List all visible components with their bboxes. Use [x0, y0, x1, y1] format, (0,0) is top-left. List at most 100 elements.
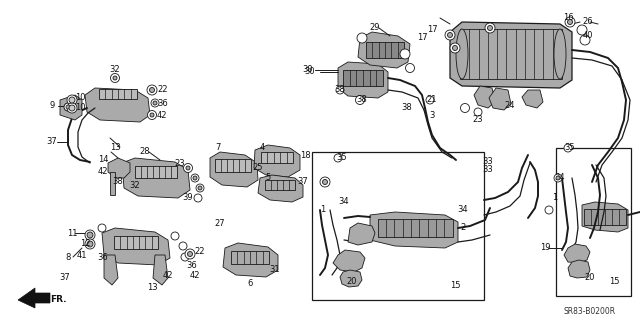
Text: 1: 1	[321, 205, 326, 214]
Text: 8: 8	[65, 254, 70, 263]
Circle shape	[334, 154, 342, 162]
Text: 37: 37	[298, 177, 308, 187]
Circle shape	[568, 19, 573, 25]
Text: 22: 22	[157, 85, 168, 93]
Polygon shape	[85, 88, 150, 122]
Circle shape	[336, 86, 344, 94]
Circle shape	[171, 232, 179, 240]
Text: 17: 17	[427, 26, 437, 34]
Circle shape	[554, 174, 562, 182]
Circle shape	[474, 108, 482, 116]
Polygon shape	[18, 288, 50, 308]
Polygon shape	[135, 166, 177, 178]
Text: 7: 7	[215, 144, 221, 152]
Text: 27: 27	[214, 219, 225, 227]
Text: 41: 41	[77, 250, 87, 259]
Polygon shape	[460, 29, 562, 79]
Text: 38: 38	[402, 103, 412, 113]
Polygon shape	[261, 152, 293, 162]
Text: 2: 2	[460, 224, 466, 233]
Text: 36: 36	[157, 99, 168, 108]
Text: 33: 33	[483, 158, 493, 167]
Text: 24: 24	[505, 100, 515, 109]
Circle shape	[87, 241, 93, 247]
Circle shape	[194, 194, 202, 202]
Circle shape	[426, 96, 434, 104]
Circle shape	[191, 174, 199, 182]
Polygon shape	[366, 42, 404, 58]
Text: 10: 10	[75, 93, 85, 102]
Text: 26: 26	[582, 18, 593, 26]
Circle shape	[580, 35, 590, 45]
Circle shape	[188, 251, 193, 256]
Text: 6: 6	[247, 278, 253, 287]
Polygon shape	[210, 152, 258, 187]
Text: 30: 30	[303, 65, 314, 75]
Text: 37: 37	[47, 137, 58, 146]
Text: 35: 35	[564, 144, 575, 152]
Text: 19: 19	[540, 243, 550, 253]
Polygon shape	[333, 250, 365, 272]
Text: 42: 42	[98, 167, 108, 176]
Text: 38: 38	[335, 85, 346, 94]
Text: 29: 29	[370, 24, 380, 33]
Circle shape	[488, 26, 493, 31]
Bar	[556, 148, 631, 296]
Circle shape	[69, 97, 75, 103]
Text: 22: 22	[195, 248, 205, 256]
Text: 32: 32	[130, 181, 140, 189]
Polygon shape	[122, 158, 190, 198]
Polygon shape	[378, 219, 452, 237]
Circle shape	[355, 95, 365, 105]
Polygon shape	[215, 159, 251, 172]
Circle shape	[185, 249, 195, 259]
Text: 3: 3	[429, 110, 435, 120]
Circle shape	[67, 103, 77, 113]
Text: 38: 38	[356, 95, 367, 105]
Circle shape	[67, 95, 77, 105]
Circle shape	[196, 184, 204, 192]
Polygon shape	[370, 212, 458, 248]
Text: 18: 18	[300, 151, 310, 160]
Text: 15: 15	[450, 280, 460, 290]
Circle shape	[545, 206, 553, 214]
Text: 33: 33	[483, 166, 493, 174]
Polygon shape	[568, 260, 590, 278]
Text: 31: 31	[269, 265, 280, 275]
Circle shape	[445, 30, 455, 40]
Polygon shape	[223, 243, 278, 277]
Polygon shape	[358, 32, 410, 68]
Circle shape	[320, 177, 330, 187]
Circle shape	[181, 253, 189, 261]
Polygon shape	[231, 250, 269, 263]
Text: 13: 13	[147, 284, 157, 293]
Text: 9: 9	[49, 101, 54, 110]
Circle shape	[113, 76, 117, 80]
Circle shape	[98, 224, 106, 232]
Polygon shape	[489, 88, 511, 110]
Text: 15: 15	[609, 278, 620, 286]
Circle shape	[186, 166, 190, 170]
Text: 23: 23	[175, 159, 186, 167]
Text: 4: 4	[259, 144, 264, 152]
Text: 39: 39	[182, 192, 193, 202]
Text: 21: 21	[427, 95, 437, 105]
Circle shape	[69, 105, 75, 111]
Text: 11: 11	[67, 228, 77, 238]
Circle shape	[64, 103, 72, 111]
Circle shape	[179, 242, 187, 250]
Circle shape	[447, 33, 452, 38]
Bar	[312, 152, 484, 300]
Polygon shape	[564, 244, 590, 263]
Text: 14: 14	[98, 155, 108, 165]
Circle shape	[400, 49, 410, 59]
Circle shape	[87, 232, 93, 238]
Text: 20: 20	[347, 278, 357, 286]
Circle shape	[151, 99, 159, 107]
Circle shape	[564, 144, 572, 152]
Circle shape	[450, 43, 460, 53]
Circle shape	[111, 73, 120, 83]
Polygon shape	[99, 89, 137, 99]
Text: 1: 1	[552, 194, 557, 203]
Polygon shape	[450, 22, 572, 88]
